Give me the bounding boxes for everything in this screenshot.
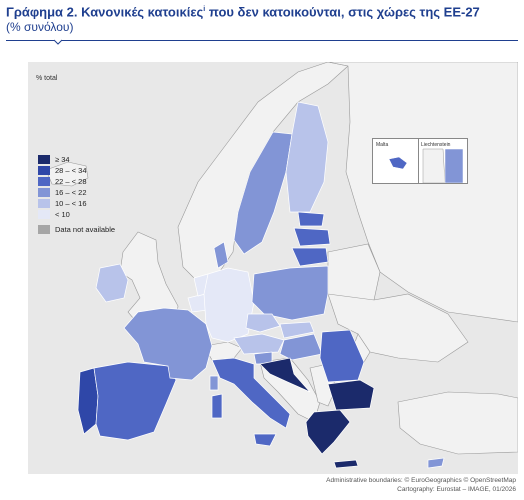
legend-swatch (38, 199, 50, 208)
inset-liechtenstein: Liechtenstein (418, 138, 468, 184)
map-panel: % total (28, 62, 518, 474)
country-latvia (293, 227, 331, 247)
country-sicily (253, 433, 277, 447)
chart-title: Γράφημα 2. Κανονικές κατοικίεςi που δεν … (6, 4, 480, 20)
legend-label: 10 – < 16 (55, 199, 87, 208)
legend-swatch (38, 177, 50, 186)
country-germany (203, 267, 255, 343)
legend-label: < 10 (55, 210, 70, 219)
country-greece (305, 409, 351, 455)
legend-item: ≥ 34 (38, 154, 115, 165)
inset-liechtenstein-label: Liechtenstein (421, 142, 451, 148)
inset-malta-label: Malta (376, 142, 389, 148)
country-croatia (259, 357, 311, 393)
legend-item: < 10 (38, 209, 115, 220)
legend-item-na: Data not available (38, 224, 115, 235)
legend-label: ≥ 34 (55, 155, 70, 164)
legend-item: 22 – < 28 (38, 176, 115, 187)
country-russia (327, 62, 518, 323)
country-finland (285, 101, 329, 213)
country-cyprus (427, 457, 445, 469)
country-austria (233, 333, 285, 355)
malta-shape (388, 156, 408, 170)
legend-label-na: Data not available (55, 225, 116, 234)
liechtenstein-shape (422, 148, 464, 183)
legend-label: 22 – < 28 (55, 177, 87, 186)
footer-line-cartography: Cartography: Eurostat – IMAGE, 01/2026 (397, 486, 516, 493)
country-spain (93, 361, 177, 441)
header: Γράφημα 2. Κανονικές κατοικίεςi που δεν … (6, 2, 518, 45)
country-slovakia (279, 321, 315, 339)
country-france (123, 307, 213, 381)
rule-notch (54, 39, 62, 45)
legend-swatch (38, 166, 50, 175)
country-portugal (77, 367, 99, 435)
inset-malta: Malta (372, 138, 420, 184)
country-switzerland (203, 341, 243, 361)
country-lithuania (291, 247, 329, 267)
legend-swatch (38, 155, 50, 164)
map-legend: ≥ 34 28 – < 34 22 – < 28 16 – < 22 10 – … (38, 154, 115, 235)
country-sweden (233, 131, 293, 255)
footer-line-boundaries: Administrative boundaries: © EuroGeograp… (326, 477, 516, 484)
country-ukraine (327, 293, 469, 363)
country-italy (211, 357, 291, 429)
europe-map (45, 62, 518, 469)
legend-item: 28 – < 34 (38, 165, 115, 176)
legend-swatch (38, 188, 50, 197)
country-corsica (209, 375, 219, 391)
country-estonia (297, 211, 325, 227)
country-iceland (45, 161, 89, 187)
footer-credits: Administrative boundaries: © EuroGeograp… (326, 476, 516, 494)
unit-label: % total (36, 75, 58, 82)
country-poland (251, 265, 329, 321)
legend-item: 10 – < 16 (38, 198, 115, 209)
country-ireland (95, 263, 129, 303)
country-sardinia (211, 393, 223, 419)
country-crete (333, 459, 359, 469)
country-czechia (245, 313, 281, 333)
legend-label: 16 – < 22 (55, 188, 87, 197)
chart-subtitle: (% συνόλου) (6, 20, 74, 35)
country-denmark (213, 241, 229, 269)
legend-item: 16 – < 22 (38, 187, 115, 198)
country-bulgaria (327, 379, 375, 411)
title-rule (6, 40, 518, 41)
legend-swatch-na (38, 225, 50, 234)
country-hungary (279, 333, 323, 361)
country-turkey (397, 391, 518, 455)
legend-swatch (38, 210, 50, 219)
legend-label: 28 – < 34 (55, 166, 87, 175)
